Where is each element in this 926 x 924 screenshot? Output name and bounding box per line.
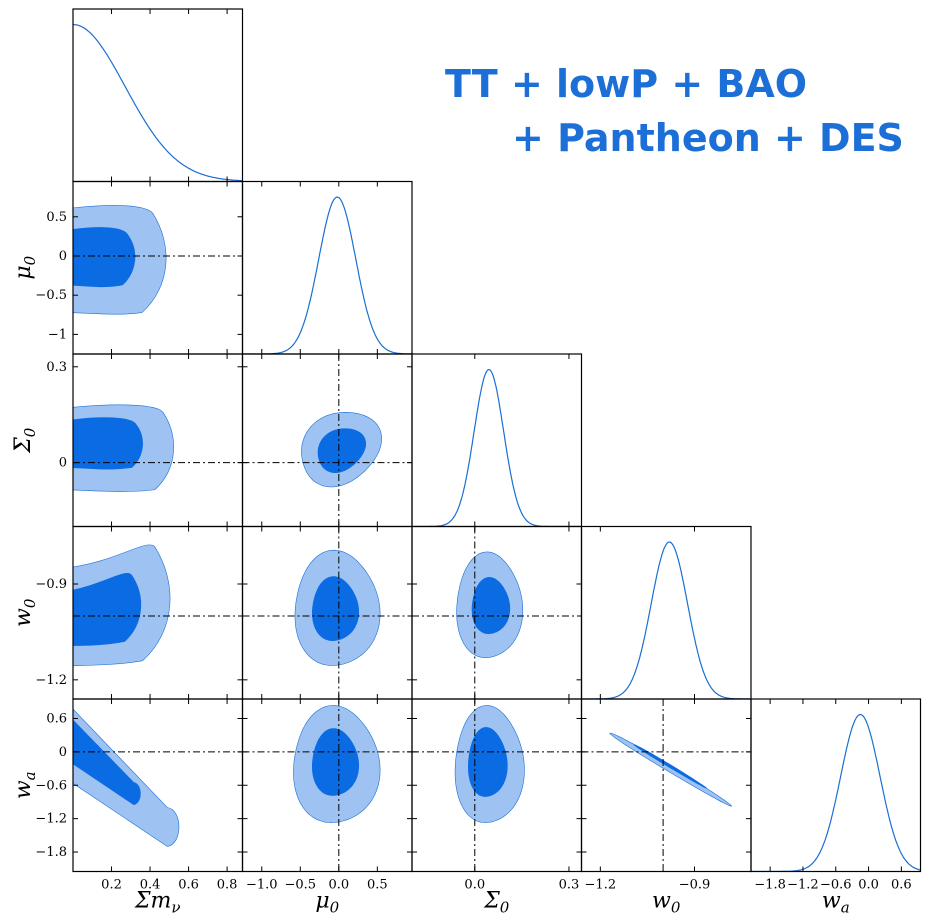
x-tick-label-wa: 0.6 [891, 878, 912, 893]
y-axis-label-mu0: μ0 [11, 255, 39, 279]
marginal-curve-w0 [581, 541, 751, 699]
y-tick-label-w0: −1.2 [35, 673, 67, 688]
contour-panel-mnu-wa [73, 708, 243, 847]
contour-68-Sigma0-w0 [471, 576, 511, 634]
panel-frame-3-3 [580, 525, 752, 700]
contour-68-mu0-wa [312, 728, 359, 796]
y-tick-label-w0: −0.9 [35, 577, 67, 592]
y-tick-label-mu0: −0.5 [35, 288, 67, 303]
contour-68-mu0-Sigma0 [317, 428, 366, 473]
contour-panel-mnu-Sigma0 [73, 404, 243, 492]
x-axis-label-Sigma0: Σ0 [483, 889, 510, 917]
panel-frame-1-1 [241, 180, 413, 355]
y-tick-label-mu0: 0 [59, 249, 67, 264]
y-tick-label-wa: 0 [59, 745, 67, 760]
y-tick-label-wa: −1.2 [35, 812, 67, 827]
marginal-panel-Sigma0 [412, 368, 582, 527]
contour-panel-Sigma0-w0 [412, 526, 582, 699]
legend-line-2: + Pantheon + DES [512, 116, 904, 160]
contour-panel-mnu-mu0 [73, 205, 243, 315]
x-tick-label-wa: −1.8 [754, 878, 786, 893]
contour-68-mnu-Sigma0 [73, 417, 143, 470]
x-tick-label-Sigma0: 0.0 [464, 878, 485, 893]
x-axis-label-mu0: μ0 [315, 889, 339, 917]
contour-panel-w0-wa [581, 699, 751, 872]
x-axis-label-mnu: Σmν [134, 889, 181, 917]
contour-68-mnu-wa [73, 719, 141, 806]
contour-panel-mnu-w0 [73, 544, 243, 667]
x-tick-label-wa: −0.6 [820, 878, 852, 893]
x-tick-label-mnu: 0.8 [217, 878, 238, 893]
y-tick-label-wa: −1.8 [35, 845, 67, 860]
marginal-curve-mnu [73, 23, 243, 182]
contour-68-mnu-mu0 [73, 227, 136, 288]
contour-68-w0-wa [633, 744, 708, 789]
y-axis-label-Sigma0: Σ0 [11, 427, 39, 454]
x-tick-label-mu0: −1.0 [246, 878, 278, 893]
legend-line-1: TT + lowP + BAO [445, 62, 807, 106]
x-axis-label-w0: w0 [652, 889, 681, 917]
x-tick-label-wa: −1.2 [787, 878, 819, 893]
y-axis-label-w0: w0 [11, 598, 39, 627]
x-tick-label-Sigma0: 0.3 [559, 878, 580, 893]
x-tick-label-mu0: 0.5 [367, 878, 388, 893]
x-tick-label-wa: 0.0 [858, 878, 879, 893]
contour-95-w0-wa [609, 732, 732, 807]
marginal-panel-wa [751, 713, 921, 872]
x-tick-label-mnu: 0.6 [178, 878, 199, 893]
y-tick-label-wa: −0.6 [35, 778, 67, 793]
marginal-curve-mu0 [242, 196, 412, 354]
panel-frame-0-0 [72, 8, 244, 183]
x-tick-label-mu0: −0.5 [284, 878, 316, 893]
contour-68-mu0-w0 [312, 576, 359, 642]
contour-panel-mu0-w0 [242, 526, 412, 699]
contour-68-mnu-w0 [73, 573, 142, 646]
marginal-panel-mu0 [242, 196, 412, 354]
x-tick-label-w0: −0.9 [679, 878, 711, 893]
x-tick-label-mnu: 0.2 [101, 878, 122, 893]
y-tick-label-mu0: 0.5 [46, 210, 67, 225]
y-tick-label-Sigma0: 0 [59, 456, 67, 471]
contour-panel-mu0-Sigma0 [242, 354, 412, 527]
marginal-panel-w0 [581, 541, 751, 699]
panel-frame-2-2 [411, 353, 583, 528]
x-tick-label-w0: −1.2 [585, 878, 617, 893]
y-axis-label-wa: wa [11, 771, 39, 799]
x-tick-label-mnu: 0.4 [140, 878, 161, 893]
marginal-curve-wa [751, 713, 921, 872]
panels-layer [72, 8, 922, 873]
panel-frame-3-4 [580, 698, 752, 873]
x-tick-label-mu0: 0.0 [328, 878, 349, 893]
y-tick-label-wa: 0.6 [46, 711, 67, 726]
marginal-panel-mnu [73, 23, 243, 182]
contour-panel-mu0-wa [242, 699, 412, 872]
panel-frame-4-4 [750, 698, 922, 873]
y-tick-label-mu0: −1 [48, 327, 67, 342]
contour-panel-Sigma0-wa [412, 699, 582, 872]
contour-68-Sigma0-wa [468, 727, 508, 797]
y-tick-label-Sigma0: 0.3 [46, 360, 67, 375]
x-axis-label-wa: wa [822, 889, 850, 917]
marginal-curve-Sigma0 [412, 368, 582, 527]
